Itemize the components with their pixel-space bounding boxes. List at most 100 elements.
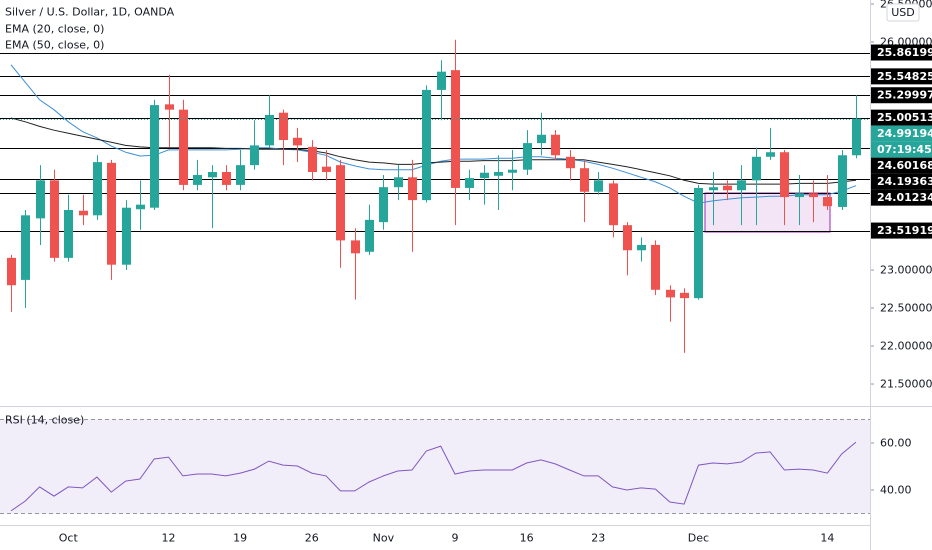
last-price-label-bg [871,125,932,142]
y-tick-label: 21.50000 [880,378,932,391]
candle-body [795,193,804,198]
candle-body [64,209,73,258]
candle-body [136,204,145,210]
level-label-bg [871,109,932,126]
candle-body [666,289,675,298]
last-price-label: 24.99194 [877,127,932,140]
candle-body [465,178,474,188]
range-box [704,192,831,233]
candle-body [379,187,388,223]
candle-body [50,180,59,258]
candle-body [394,177,403,188]
level-label: 25.00513 [877,111,932,124]
level-label: 24.19363 [877,175,932,188]
level-label: 24.01234 [877,191,932,204]
candle-body [293,137,302,146]
x-tick-label: 14 [820,532,834,545]
candle-body [580,168,589,192]
candle-body [150,105,159,208]
candle-body [723,185,732,191]
x-tick-label: 19 [233,532,247,545]
x-tick-label: 12 [162,532,176,545]
candle-body [508,169,517,173]
candle-body [551,134,560,156]
candle-body [480,172,489,179]
legend-entry: EMA (50, close, 0) [5,39,104,52]
candle-body [609,183,618,226]
currency-box [886,3,920,22]
candle-body [709,187,718,191]
countdown-label-bg [871,141,932,158]
level-label: 25.86199 [877,46,932,59]
candle-body [336,165,345,241]
level-label-bg [871,157,932,174]
level-label: 25.29997 [877,89,932,102]
level-label-bg [871,222,932,239]
rsi-band [0,419,870,514]
x-tick-label: 9 [451,532,458,545]
candle-body [222,171,231,185]
candle-body [265,114,274,146]
candle-body [437,71,446,90]
candle-body [594,180,603,192]
countdown-label: 07:19:45 [877,143,932,156]
candle-body [79,210,88,216]
candle-body [566,156,575,169]
level-label-bg [871,173,932,190]
candle-body [93,162,102,216]
candle-body [651,244,660,290]
level-label-bg [871,44,932,61]
candle-body [236,165,245,185]
level-label: 24.60168 [877,159,932,172]
x-tick-label: Oct [59,532,79,545]
chart-title: Silver / U.S. Dollar, 1D, OANDA [5,6,175,19]
candle-body [165,104,174,110]
y-tick-label: 22.00000 [880,340,932,353]
level-label: 25.54825 [877,70,932,83]
candle-body [537,134,546,144]
candle-body [422,89,431,201]
candle-body [451,70,460,188]
level-label-bg [871,87,932,104]
candle-body [7,257,16,286]
candle-body [365,219,374,252]
y-tick-label: 40.00 [880,483,912,496]
candle-body [623,225,632,251]
candle-body [122,207,131,265]
y-tick-label: 60.00 [880,437,912,450]
x-tick-label: 23 [591,532,605,545]
candle-body [250,145,259,166]
y-tick-label: 23.00000 [880,264,932,277]
level-label: 23.51919 [877,224,932,237]
candle-body [408,177,417,201]
candle-body [694,187,703,299]
candle-body [838,155,847,207]
rsi-line [10,441,857,512]
candle-body [752,156,761,181]
candle-body [179,109,188,185]
x-tick-label: Dec [688,532,709,545]
y-tick-label: 22.50000 [880,302,932,315]
legend-entry: EMA (20, close, 0) [5,23,104,36]
x-tick-label: Nov [373,532,395,545]
candle-body [823,197,832,207]
x-tick-label: 26 [305,532,319,545]
candle-body [780,152,789,198]
candle-body [852,118,861,156]
candle-body [279,112,288,141]
candle-body [737,180,746,191]
candle-body [107,162,116,265]
candle-body [523,143,532,170]
candle-body [208,171,217,178]
candle-body [36,180,45,219]
candle-body [351,240,360,254]
candle-body [21,215,30,280]
candle-body [680,292,689,299]
candle-body [308,146,317,172]
candle-body [637,244,646,251]
candle-body [809,193,818,198]
